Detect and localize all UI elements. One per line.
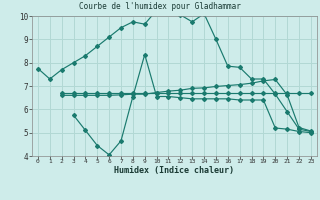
Text: Courbe de l'humidex pour Gladhammar: Courbe de l'humidex pour Gladhammar (79, 2, 241, 11)
X-axis label: Humidex (Indice chaleur): Humidex (Indice chaleur) (115, 166, 234, 175)
